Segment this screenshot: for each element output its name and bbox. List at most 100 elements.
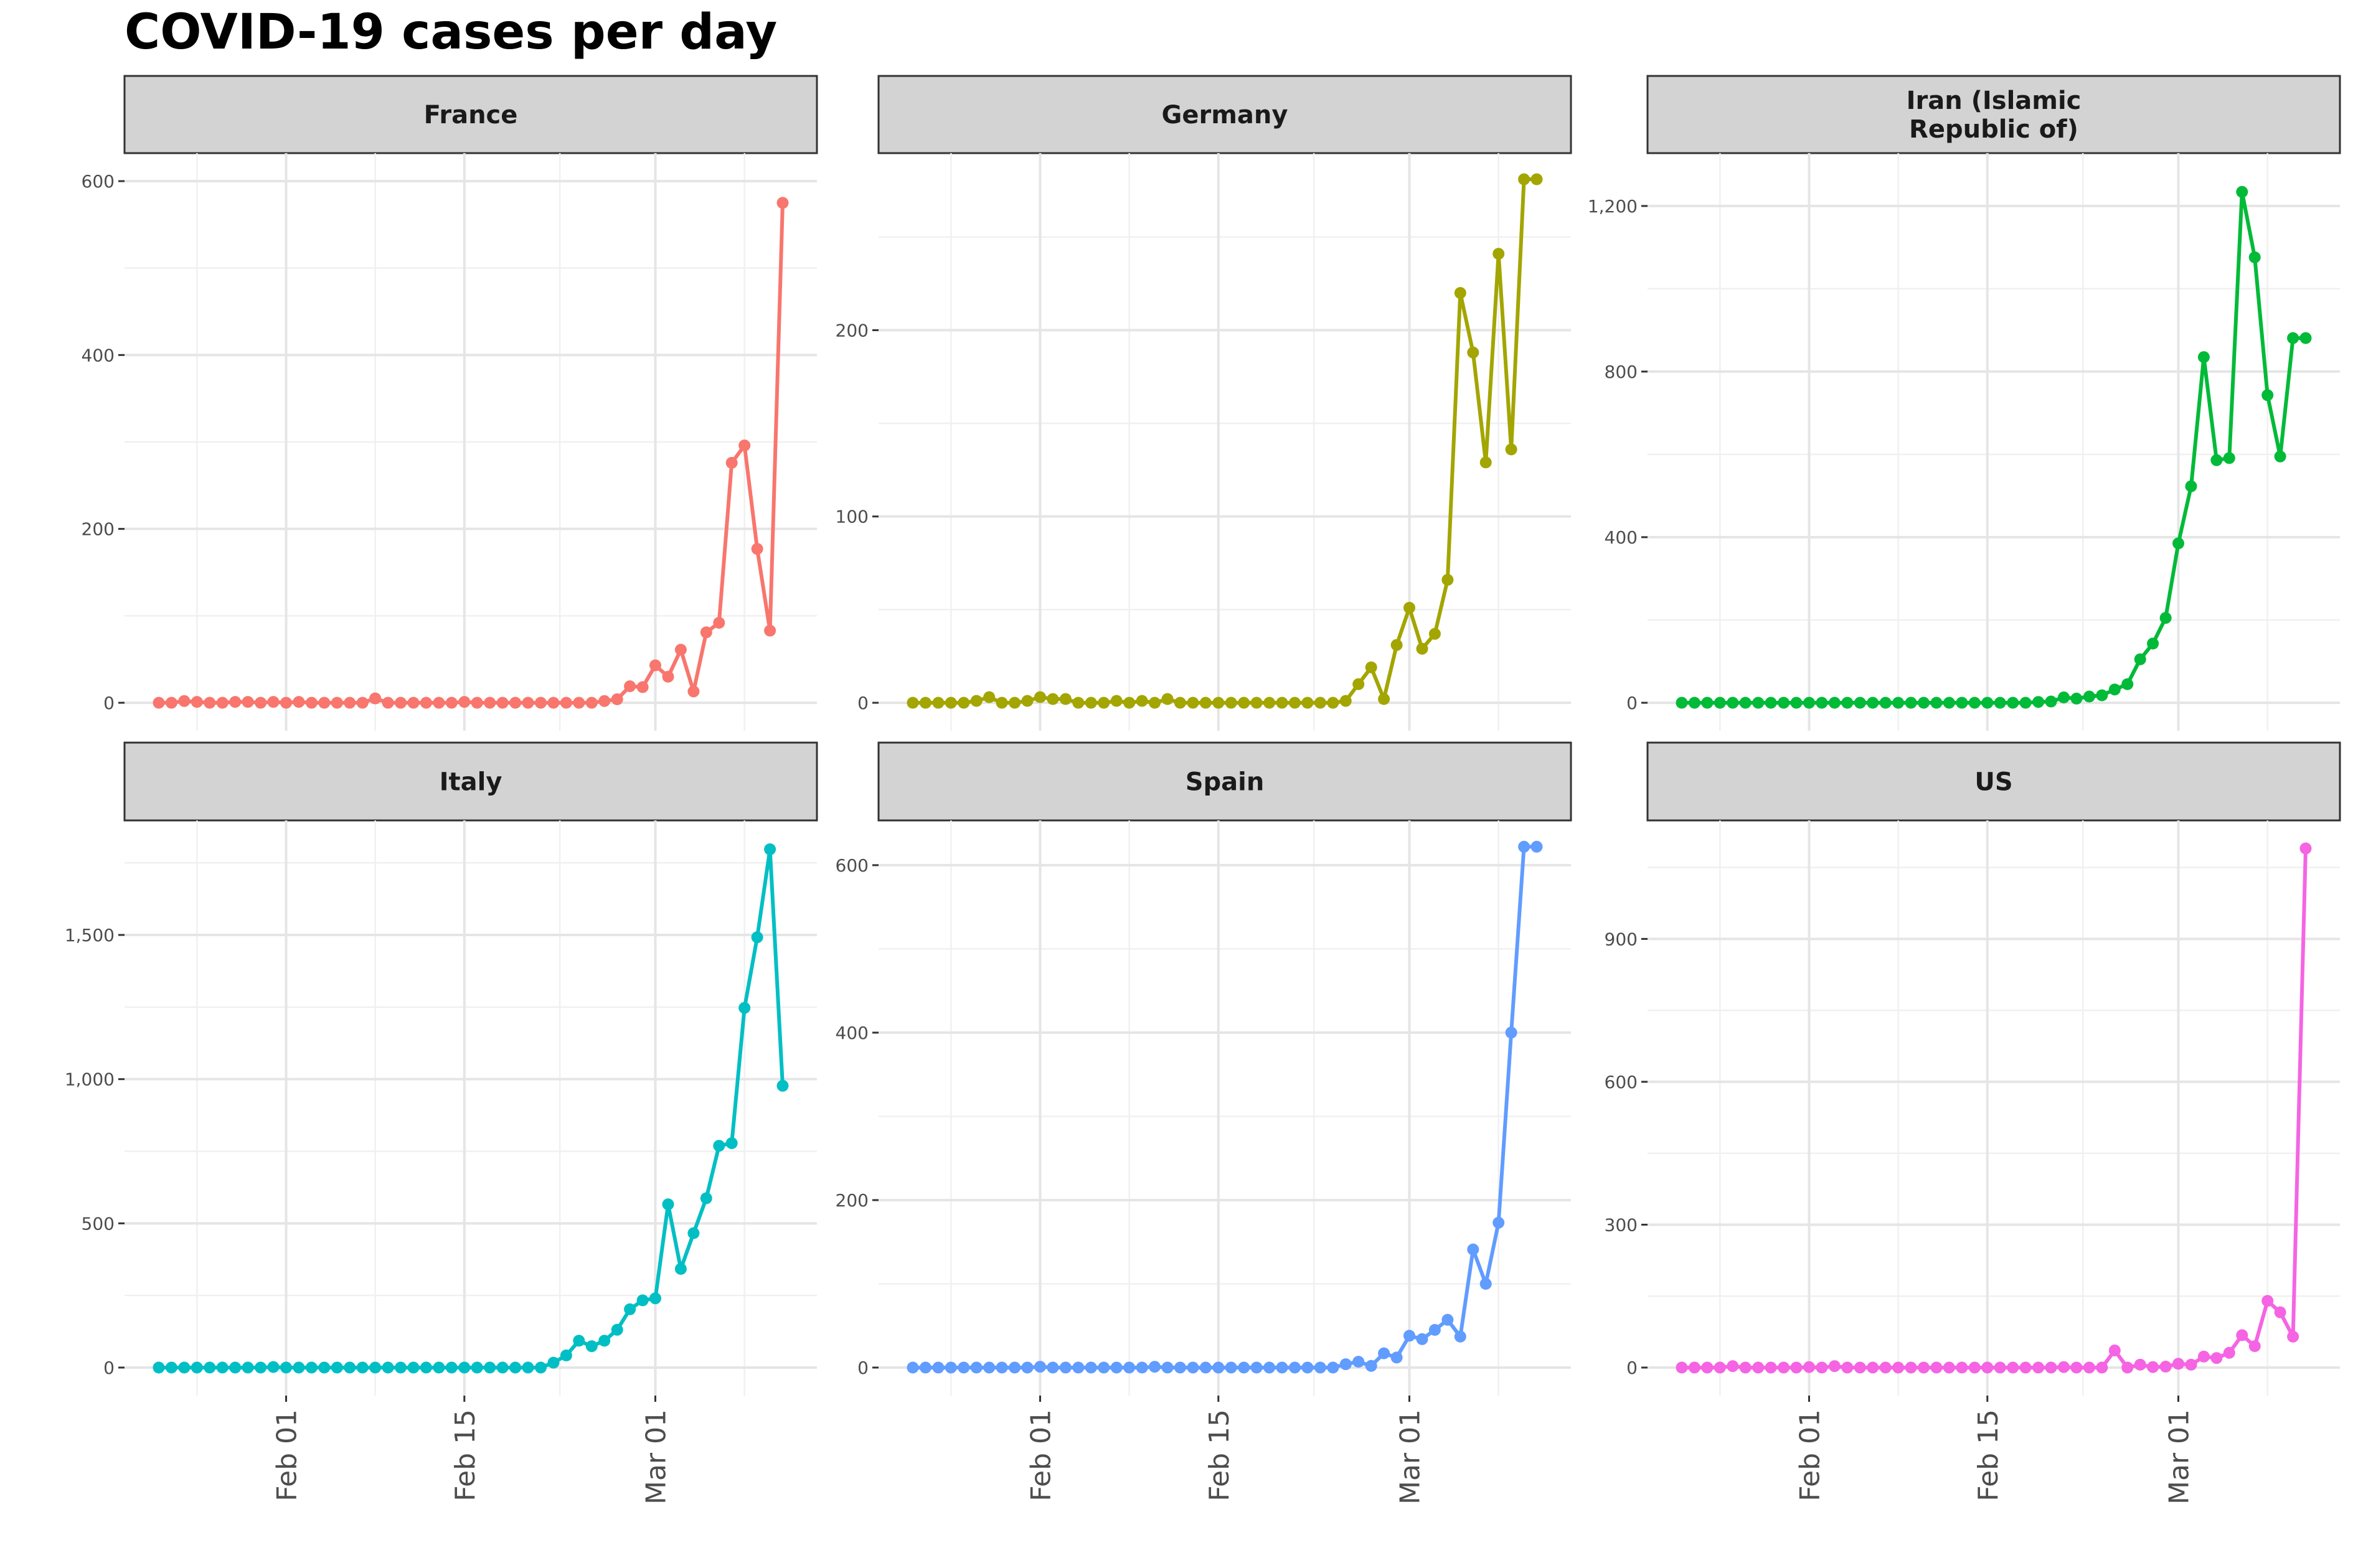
data-point — [1752, 697, 1765, 709]
data-point — [1892, 697, 1905, 709]
data-point — [1492, 248, 1505, 260]
data-point — [1676, 697, 1688, 709]
data-point — [725, 457, 738, 469]
data-point — [1688, 697, 1700, 709]
data-point — [1441, 1313, 1454, 1326]
y-tick-label: 0 — [1626, 1358, 1638, 1378]
data-point — [649, 659, 661, 672]
y-tick-label: 0 — [857, 693, 869, 713]
data-point — [958, 1361, 970, 1374]
data-point — [1136, 1361, 1148, 1374]
data-point — [191, 696, 203, 708]
data-point — [970, 1361, 983, 1374]
data-point — [1212, 1361, 1225, 1374]
data-point — [1225, 697, 1237, 709]
data-point — [662, 1198, 674, 1211]
data-point — [1365, 1359, 1377, 1372]
data-point — [2299, 332, 2312, 344]
data-point — [1072, 1361, 1085, 1374]
data-point — [764, 843, 776, 855]
data-point — [484, 1361, 496, 1374]
data-point — [1943, 1361, 1955, 1374]
data-point — [1956, 697, 1968, 709]
data-point — [216, 697, 229, 709]
data-point — [1714, 1361, 1726, 1374]
data-point — [2210, 1352, 2223, 1364]
x-tick-label: Feb 01 — [1794, 1409, 1826, 1501]
data-point — [2223, 452, 2235, 464]
data-point — [1441, 574, 1454, 586]
data-point — [1892, 1361, 1905, 1374]
x-tick-label: Feb 01 — [1025, 1409, 1057, 1501]
data-point — [1828, 1360, 1841, 1373]
data-point — [280, 697, 292, 709]
data-point — [1352, 1356, 1365, 1368]
data-point — [662, 670, 674, 683]
data-point — [2096, 689, 2108, 702]
data-point — [1289, 1361, 1301, 1374]
data-point — [1327, 697, 1339, 709]
data-point — [1365, 661, 1377, 674]
data-point — [2083, 1361, 2095, 1374]
data-point — [1956, 1361, 1968, 1374]
y-tick-label: 200 — [836, 1190, 869, 1211]
data-point — [624, 680, 636, 692]
data-point — [1968, 697, 1981, 709]
data-point — [2248, 251, 2261, 263]
data-point — [2007, 697, 2019, 709]
series-line — [159, 847, 785, 1369]
data-point — [1930, 1361, 1943, 1374]
data-point — [1981, 697, 1994, 709]
data-point — [713, 617, 725, 629]
data-point — [1416, 1333, 1428, 1345]
data-point — [1867, 697, 1879, 709]
data-point — [407, 1361, 420, 1374]
data-point — [764, 624, 776, 637]
data-point — [1225, 1361, 1237, 1374]
data-point — [216, 1361, 229, 1374]
data-point — [2197, 1350, 2210, 1363]
data-point — [496, 697, 509, 709]
data-point — [1530, 173, 1543, 185]
data-point — [293, 1361, 305, 1374]
data-point — [1739, 1361, 1752, 1374]
x-tick-label: Mar 01 — [1395, 1409, 1426, 1505]
data-point — [1098, 1361, 1110, 1374]
data-point — [305, 1361, 318, 1374]
data-point — [751, 931, 763, 944]
y-tick-label: 800 — [1605, 362, 1638, 382]
data-point — [919, 1361, 931, 1374]
data-point — [1250, 697, 1263, 709]
data-point — [2159, 1361, 2172, 1373]
data-point — [1378, 1347, 1390, 1359]
data-point — [2083, 690, 2095, 703]
data-point — [2197, 351, 2210, 364]
y-tick-label: 600 — [82, 171, 115, 192]
data-point — [713, 1140, 725, 1152]
data-point — [305, 697, 318, 709]
facet-label: US — [1974, 768, 2012, 797]
data-point — [958, 697, 970, 709]
facet-strip — [877, 75, 1572, 154]
data-point — [1238, 697, 1250, 709]
data-point — [700, 626, 712, 639]
panel-spain: Spain 0 200 400 600 Feb 01 Feb 15 Mar 01 — [836, 741, 1572, 1505]
data-point — [585, 1340, 598, 1353]
data-point — [204, 1361, 216, 1374]
data-point — [165, 1361, 177, 1374]
x-tick-label: Mar 01 — [641, 1409, 672, 1505]
data-point — [1752, 1361, 1765, 1374]
x-tick-label: Feb 01 — [271, 1409, 303, 1501]
data-point — [1714, 697, 1726, 709]
data-point — [2108, 683, 2121, 696]
data-point — [1199, 697, 1212, 709]
data-point — [1918, 1361, 1930, 1374]
data-point — [2274, 450, 2286, 462]
data-point — [1505, 443, 1517, 456]
x-tick-label: Feb 15 — [450, 1409, 481, 1501]
data-point — [2058, 1361, 2070, 1373]
y-tick-label: 300 — [1605, 1214, 1638, 1235]
facet-label: Germany — [1162, 101, 1288, 129]
